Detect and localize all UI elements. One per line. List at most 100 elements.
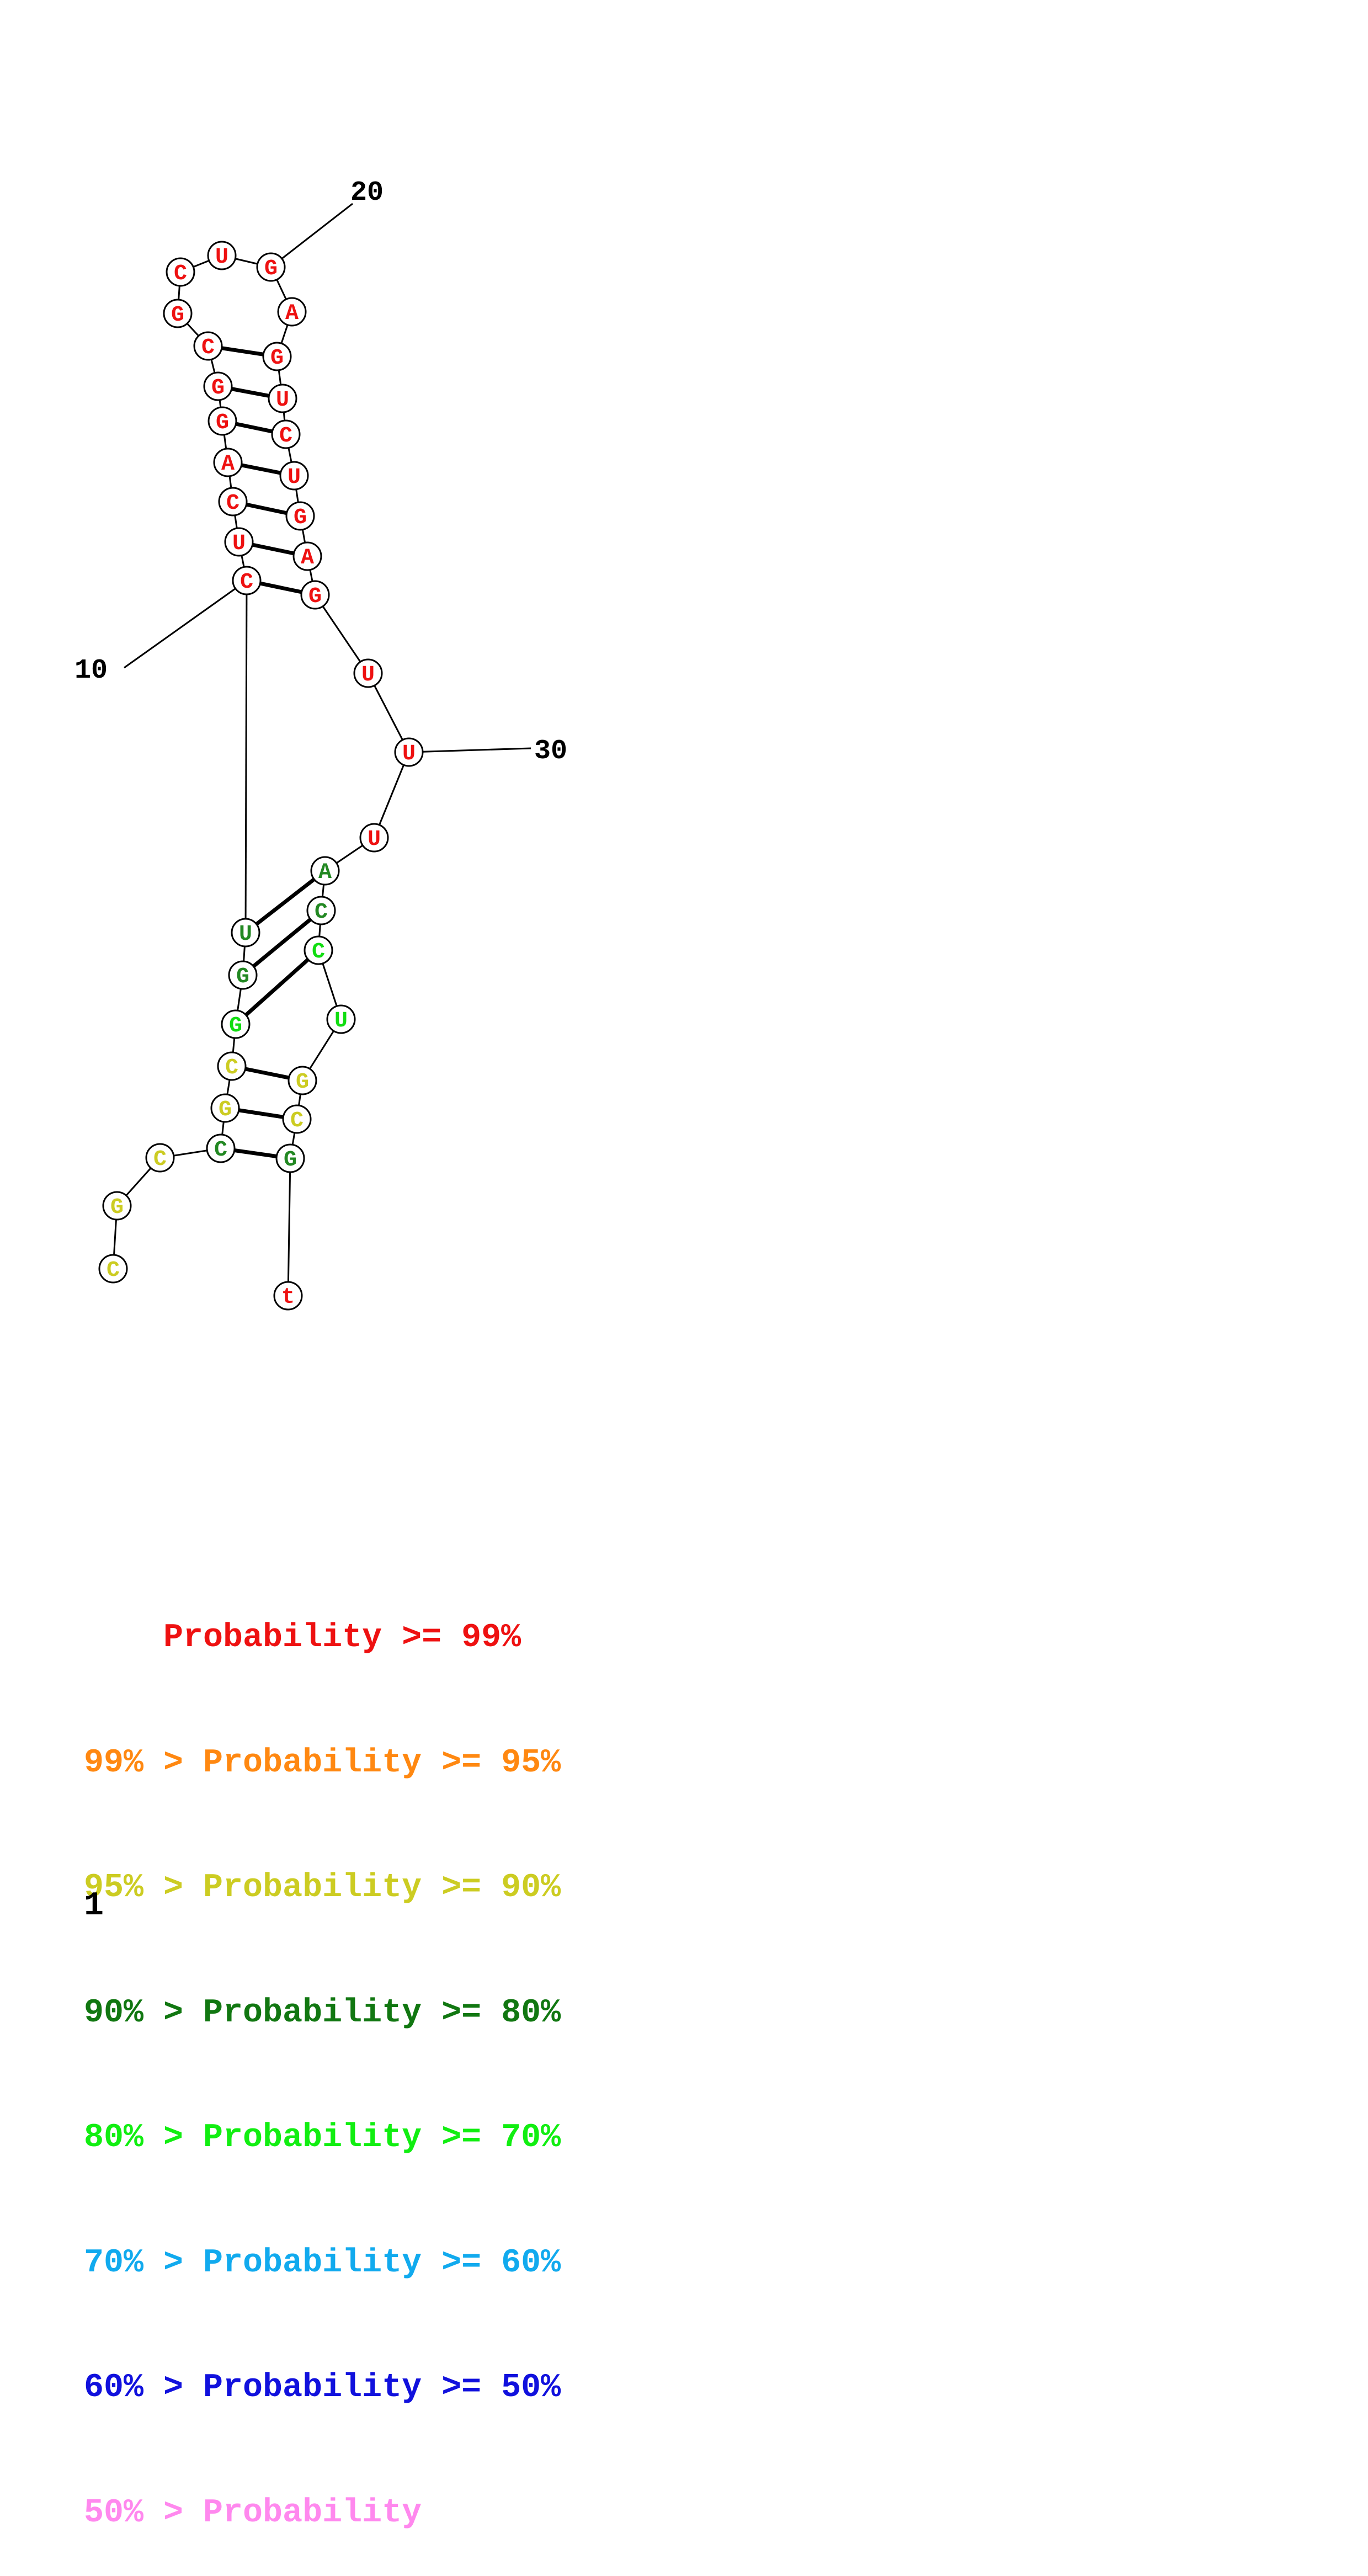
nucleotide-letter: G	[284, 1148, 297, 1173]
nucleotide-letter: U	[361, 663, 375, 688]
nucleotide: U	[207, 241, 237, 270]
nucleotide-letter: G	[219, 1098, 232, 1122]
nucleotide: C	[282, 1104, 312, 1134]
nucleotide: A	[277, 297, 307, 327]
position-labels: 10 20 30	[74, 177, 567, 767]
nucleotide-circle	[102, 1191, 132, 1221]
nucleotide-letter: A	[221, 452, 235, 477]
nucleotide: G	[203, 371, 233, 401]
nucleotide-letter: t	[281, 1285, 295, 1310]
nucleotide-letter: C	[107, 1258, 120, 1283]
backbone-lines	[112, 254, 410, 1296]
nucleotide-letter: G	[211, 376, 225, 401]
nucleotide-circle	[279, 461, 309, 491]
base-pair-line	[234, 949, 320, 1026]
position-label: 30	[534, 736, 567, 767]
legend-line-70-80: 80% > Probability >= 70%	[84, 2119, 561, 2157]
probability-legend: Probability >= 99% 99% > Probability >= …	[84, 1534, 561, 2576]
nucleotide: C	[218, 487, 248, 517]
nucleotide-letter: G	[216, 411, 229, 435]
nucleotide-circle	[300, 580, 330, 610]
nucleotide: G	[285, 501, 315, 531]
backbone-segment	[373, 752, 410, 838]
nucleotide-circle	[145, 1143, 175, 1173]
nucleotide-letter: U	[215, 245, 228, 270]
legend-line-lt50: 50% > Probability	[84, 2494, 422, 2532]
nucleotide-letter: G	[270, 346, 284, 371]
legend-line-90-95: 95% > Probability >= 90%	[84, 1869, 561, 1907]
nucleotide-letter: C	[315, 900, 328, 925]
position-tick-line	[270, 203, 353, 268]
nucleotide: U	[394, 737, 424, 767]
nucleotide-letter: C	[214, 1138, 227, 1163]
nucleotide-letter: C	[279, 424, 292, 449]
nucleotide-circle	[353, 658, 383, 688]
nucleotide: G	[102, 1191, 132, 1221]
nucleotide-letter: U	[402, 742, 416, 767]
nucleotide: U	[353, 658, 383, 688]
position-tick-line	[408, 747, 531, 753]
nucleotide-letter: G	[294, 505, 307, 530]
nucleotide-letter: G	[296, 1070, 309, 1095]
nucleotide: U	[279, 461, 309, 491]
nucleotide-letter: U	[334, 1009, 348, 1034]
nucleotide: U	[268, 384, 297, 413]
nucleotide-circle	[98, 1254, 128, 1284]
nucleotide-circle	[273, 1281, 303, 1311]
nucleotide-letter: C	[225, 1056, 238, 1081]
nucleotide-letter: U	[232, 531, 246, 556]
nucleotide-letter: U	[288, 465, 301, 490]
backbone-segment	[287, 1158, 291, 1296]
nucleotide: U	[224, 527, 254, 557]
nucleotide-circle	[292, 541, 322, 571]
nucleotide: G	[228, 960, 258, 990]
nucleotide-circle	[394, 737, 424, 767]
nucleotide: G	[262, 342, 292, 371]
nucleotide-letter: C	[226, 491, 239, 516]
nucleotide: t	[273, 1281, 303, 1311]
nucleotide: A	[213, 448, 243, 477]
nucleotide-circle	[232, 566, 262, 595]
nucleotide-circle	[218, 487, 248, 517]
nucleotide-circle	[207, 406, 237, 436]
legend-line-95-99: 99% > Probability >= 95%	[84, 1744, 561, 1782]
nucleotide-circle	[210, 1093, 240, 1123]
nucleotide-letter: A	[301, 546, 314, 571]
backbone-segment	[244, 580, 248, 933]
nucleotide-circle	[285, 501, 315, 531]
nucleotide-letter: C	[153, 1147, 167, 1172]
nucleotide-circle	[231, 918, 260, 948]
nucleotide-circle	[193, 331, 223, 361]
nucleotide: A	[292, 541, 322, 571]
base-pair-line	[244, 869, 327, 934]
backbone-segment	[314, 594, 369, 674]
nucleotide-circle	[306, 896, 336, 925]
nucleotide-circle	[326, 1004, 356, 1034]
nucleotide-circle	[224, 527, 254, 557]
nucleotide-circle	[275, 1143, 305, 1173]
nucleotide: U	[326, 1004, 356, 1034]
nucleotide: G	[221, 1009, 251, 1039]
nucleotide: G	[288, 1066, 317, 1095]
nucleotide-letter: C	[174, 262, 187, 286]
position-label: 20	[350, 177, 384, 209]
nucleotide-letter: G	[171, 303, 184, 328]
nucleotide: C	[145, 1143, 175, 1173]
nucleotide-letter: C	[290, 1109, 304, 1133]
nucleotide-letter: C	[312, 940, 325, 965]
nucleotide: G	[163, 299, 193, 328]
nucleotide-letter: C	[201, 336, 215, 360]
nucleotide-circle	[207, 241, 237, 270]
nucleotide: C	[206, 1133, 236, 1163]
nucleotide: G	[300, 580, 330, 610]
nucleotide-circle	[262, 342, 292, 371]
nucleotide: G	[275, 1143, 305, 1173]
backbone-segment	[367, 673, 410, 753]
nucleotide-letter: A	[318, 860, 332, 885]
nucleotide: C	[193, 331, 223, 361]
legend-line-50-60: 60% > Probability >= 50%	[84, 2369, 561, 2407]
nucleotide-circle	[203, 371, 233, 401]
nucleotide-letter: A	[285, 301, 299, 326]
nucleotide: C	[98, 1254, 128, 1284]
